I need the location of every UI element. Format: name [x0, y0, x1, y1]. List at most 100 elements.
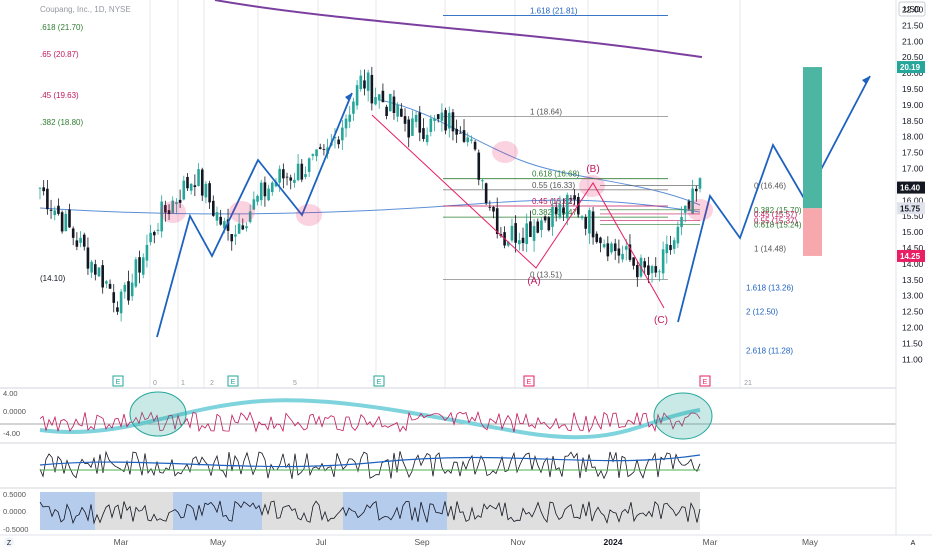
price-badge: [897, 249, 925, 262]
candle-body: [602, 244, 606, 248]
candle-body: [149, 232, 152, 243]
candle-body: [223, 221, 226, 229]
price-badge-label: 14.25: [900, 252, 921, 261]
highlight-circle: [229, 201, 255, 223]
candle-body: [189, 183, 193, 191]
earnings-marker: [112, 375, 124, 387]
price-tick-label: 13.50: [902, 275, 924, 285]
oscillator-line: [39, 410, 701, 433]
impulse-wave-1: [156, 92, 353, 338]
auto-scale-button[interactable]: A: [911, 540, 916, 547]
price-tick-label: 19.00: [902, 100, 924, 110]
candle-body: [455, 128, 458, 135]
candle-body: [573, 195, 576, 200]
candle-body: [628, 244, 632, 260]
highlight-circle: [687, 199, 713, 221]
candle-body: [414, 114, 418, 122]
candle-body: [344, 118, 348, 129]
candle-body: [669, 245, 672, 251]
candle-body: [425, 134, 429, 143]
cycle-number: 1: [181, 380, 185, 387]
fib-left-label: .618 (21.70): [40, 23, 83, 32]
wave-arrow: [345, 93, 352, 101]
candle-body: [599, 237, 602, 244]
time-tick-label: Mar: [703, 537, 718, 547]
fib-upper-label: 1.618 (21.81): [530, 7, 578, 16]
timezone-button[interactable]: [4, 537, 14, 547]
candle-body: [86, 247, 90, 269]
candle-body: [444, 110, 447, 131]
price-tick-label: 21.00: [902, 36, 924, 46]
candle-body: [473, 141, 477, 150]
divergence-circle: [653, 392, 713, 440]
candle-body: [278, 168, 281, 183]
candle-body: [481, 180, 484, 182]
candle-body: [75, 240, 79, 247]
long-position-tool[interactable]: [803, 67, 822, 256]
candle-body: [529, 221, 532, 237]
candle-body: [683, 205, 687, 213]
candle-body: [46, 188, 49, 210]
candle-body: [307, 158, 311, 172]
candle-body: [167, 210, 171, 215]
candle-body: [698, 178, 702, 189]
candle-body: [226, 219, 230, 231]
candle-body: [230, 234, 234, 242]
candle-body: [562, 207, 565, 214]
pane-tick-label: -0.5000: [3, 525, 28, 534]
candle-body: [433, 118, 436, 121]
highlight-circle: [579, 175, 605, 197]
candle-body: [396, 104, 399, 117]
candle-body: [440, 112, 444, 121]
candle-body: [377, 94, 381, 101]
candle-body: [381, 90, 385, 103]
candle-body: [543, 216, 547, 221]
earnings-marker-label: E: [703, 379, 708, 386]
candle-body: [293, 179, 296, 183]
candle-body: [105, 281, 108, 284]
candle-body: [595, 233, 599, 243]
candle-body: [536, 221, 540, 233]
candle-body: [237, 223, 241, 234]
fib-right-label: 0 (16.46): [754, 182, 786, 191]
candle-body: [49, 209, 53, 211]
price-tick-label: 14.50: [902, 243, 924, 253]
fib-left-label: (14.10): [40, 274, 66, 283]
candle-body: [355, 85, 359, 106]
pane-tick-label: 0.0000: [3, 507, 26, 516]
candle-body: [82, 234, 86, 247]
price-axis-bg: [896, 0, 932, 550]
candle-body: [333, 137, 337, 139]
candle-body: [64, 213, 68, 232]
candle-body: [112, 292, 116, 303]
candle-body: [42, 187, 45, 192]
price-tick-label: 22.00: [902, 5, 924, 15]
candle-body: [547, 217, 551, 231]
currency-button[interactable]: [898, 1, 926, 17]
candle-body: [285, 176, 289, 178]
candle-body: [175, 202, 178, 205]
time-axis[interactable]: Mar May Jul Sep Nov 2024 Mar May: [114, 537, 819, 547]
candle-body: [470, 139, 473, 141]
candle-body: [363, 80, 366, 89]
price-badge: [897, 61, 925, 74]
baseline-line: [39, 468, 701, 471]
candle-body: [510, 225, 514, 241]
price-tick-label: 16.00: [902, 195, 924, 205]
ma-200-line: [214, 0, 703, 58]
candle-body: [108, 283, 112, 289]
abc-correction: [371, 114, 665, 309]
candle-body: [337, 139, 340, 145]
pane-tick-label: 4.00: [3, 389, 18, 398]
wave-label: (A): [527, 276, 540, 287]
candle-body: [138, 257, 141, 273]
earnings-marker-label: E: [231, 379, 236, 386]
candle-body: [385, 106, 388, 116]
target-zone: [803, 67, 822, 209]
price-tick-label: 11.50: [902, 338, 923, 348]
candle-body: [200, 169, 204, 196]
elliott-wave-drawing[interactable]: (A) (B) (C) 0 1 2 5 21 E E E E E: [112, 75, 871, 387]
price-tick-label: 17.50: [902, 148, 924, 158]
candle-body: [208, 183, 211, 203]
